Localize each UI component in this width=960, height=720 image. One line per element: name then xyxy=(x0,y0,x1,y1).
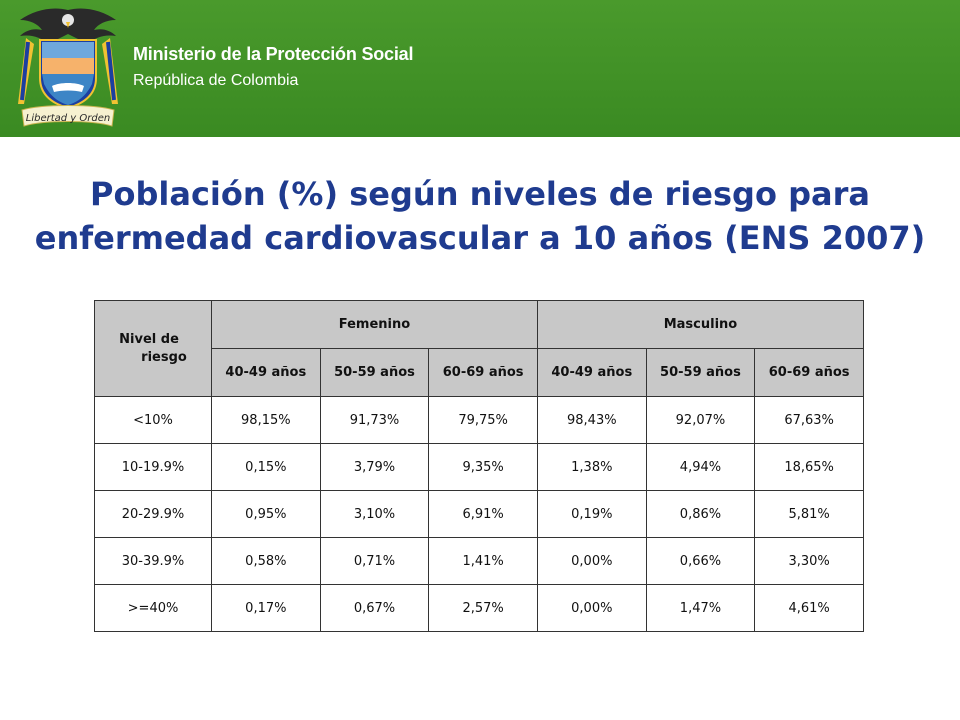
table-header-row-groups: Nivel de riesgo Femenino Masculino xyxy=(94,300,865,397)
row-nivel: >=40% xyxy=(94,584,212,632)
table-cell: 4,61% xyxy=(754,584,864,632)
table-row: <10% 98,15% 91,73% 79,75% 98,43% 92,07% … xyxy=(94,396,864,444)
row-nivel: 10-19.9% xyxy=(94,443,212,491)
table-cell: 0,58% xyxy=(211,537,321,585)
table-cell: 1,47% xyxy=(645,584,756,632)
risk-table: Nivel de riesgo Femenino Masculino 40-49… xyxy=(94,300,865,632)
table-cell: 0,67% xyxy=(319,584,430,632)
table-row: 10-19.9% 0,15% 3,79% 9,35% 1,38% 4,94% 1… xyxy=(94,443,864,491)
header-nivel-line-1: Nivel de xyxy=(119,331,179,347)
table-cell: 0,19% xyxy=(536,490,647,538)
header-age-group: 40-49 años xyxy=(536,348,647,397)
republic-name: República de Colombia xyxy=(133,72,299,89)
table-cell: 98,43% xyxy=(536,396,647,444)
table-row: >=40% 0,17% 0,67% 2,57% 0,00% 1,47% 4,61… xyxy=(94,584,864,632)
table-cell: 2,57% xyxy=(428,584,538,632)
table-cell: 5,81% xyxy=(754,490,864,538)
colombia-coat-of-arms-icon: Libertad y Orden xyxy=(18,8,118,127)
title-line-2: enfermedad cardiovascular a 10 años (ENS… xyxy=(34,219,926,257)
table-cell: 9,35% xyxy=(428,443,538,491)
table-cell: 79,75% xyxy=(428,396,538,444)
table-cell: 67,63% xyxy=(754,396,864,444)
table-cell: 92,07% xyxy=(645,396,756,444)
title-line-1: Población (%) según niveles de riesgo pa… xyxy=(90,175,870,213)
header-age-group: 60-69 años xyxy=(754,348,864,397)
table-cell: 91,73% xyxy=(319,396,430,444)
header-band: Libertad y Orden Ministerio de la Protec… xyxy=(0,0,960,137)
table-cell: 0,95% xyxy=(211,490,321,538)
table-cell: 98,15% xyxy=(211,396,321,444)
table-cell: 0,17% xyxy=(211,584,321,632)
table-cell: 0,00% xyxy=(536,584,647,632)
table-cell: 3,10% xyxy=(319,490,430,538)
page-title: Población (%) según niveles de riesgo pa… xyxy=(0,172,960,260)
table-cell: 0,00% xyxy=(536,537,647,585)
table-header-row-ages: 40-49 años 50-59 años 60-69 años 40-49 a… xyxy=(95,348,864,397)
table-cell: 1,41% xyxy=(428,537,538,585)
seal-motto: Libertad y Orden xyxy=(26,113,110,124)
header-age-group: 50-59 años xyxy=(645,348,756,397)
table-row: 20-29.9% 0,95% 3,10% 6,91% 0,19% 0,86% 5… xyxy=(94,490,864,538)
header-nivel-line-2: riesgo xyxy=(141,349,187,365)
header-nivel-de-riesgo: Nivel de riesgo xyxy=(94,300,212,397)
header-age-group: 40-49 años xyxy=(211,348,321,397)
header-background xyxy=(0,0,960,137)
ministry-name: Ministerio de la Protección Social xyxy=(133,44,414,64)
header-age-group: 60-69 años xyxy=(428,348,538,397)
table-cell: 0,71% xyxy=(319,537,430,585)
table-cell: 6,91% xyxy=(428,490,538,538)
table-cell: 3,30% xyxy=(754,537,864,585)
header-femenino: Femenino xyxy=(211,300,538,349)
table-cell: 0,66% xyxy=(645,537,756,585)
table-cell: 0,15% xyxy=(211,443,321,491)
table-cell: 4,94% xyxy=(645,443,756,491)
table-cell: 18,65% xyxy=(754,443,864,491)
table-cell: 3,79% xyxy=(319,443,430,491)
row-nivel: <10% xyxy=(94,396,212,444)
header-masculino: Masculino xyxy=(536,300,865,349)
table-cell: 1,38% xyxy=(536,443,647,491)
table-cell: 0,86% xyxy=(645,490,756,538)
header-age-group: 50-59 años xyxy=(319,348,430,397)
table-row: 30-39.9% 0,58% 0,71% 1,41% 0,00% 0,66% 3… xyxy=(94,537,864,585)
row-nivel: 20-29.9% xyxy=(94,490,212,538)
row-nivel: 30-39.9% xyxy=(94,537,212,585)
